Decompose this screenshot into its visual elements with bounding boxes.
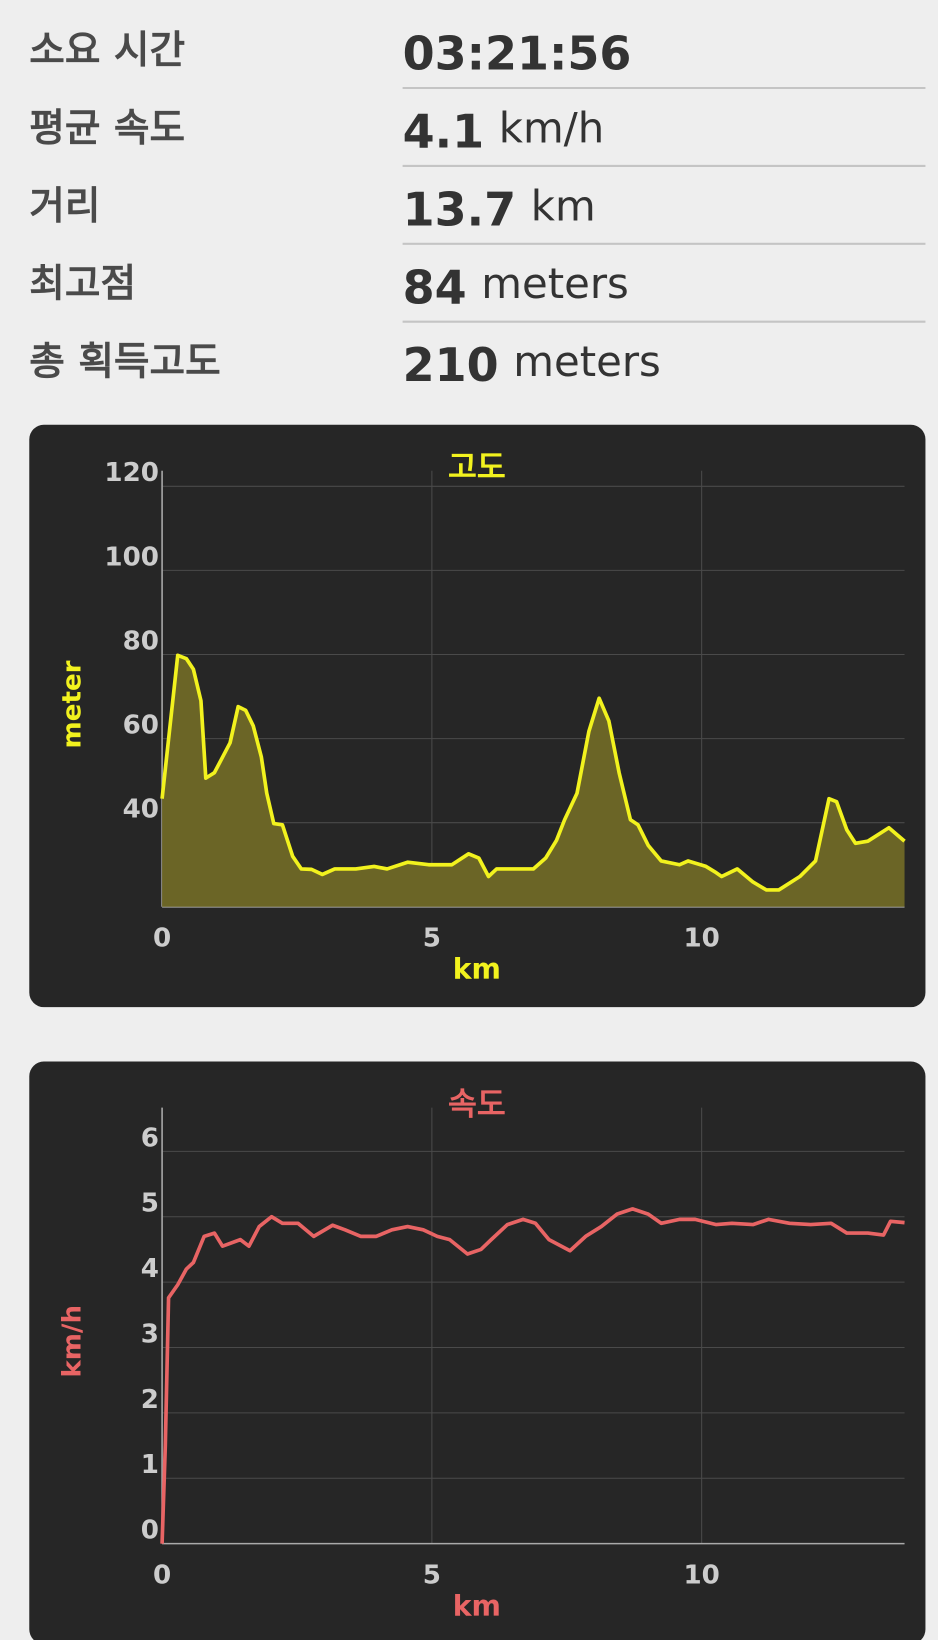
y-tick-label: 40 xyxy=(123,795,159,825)
x-tick-label: 0 xyxy=(153,924,171,954)
y-tick-label: 3 xyxy=(141,1319,159,1349)
chart: 40 60 80 100 120 0 5 10 고도 km meter xyxy=(29,424,926,1008)
x-tick-label: 5 xyxy=(423,924,441,954)
stat-value-row: 4.1 km/h xyxy=(403,103,605,158)
chart-panel xyxy=(29,424,926,1008)
x-axis-label: km xyxy=(453,1589,501,1622)
stat-unit: meters xyxy=(481,259,629,308)
line xyxy=(160,1207,905,1544)
stats: 소요 시간 03:21:56 평균 속도 4.1 km/h 거리 13.7 km 최고점 84 me… xyxy=(29,26,926,392)
stat-value-row: 210 meters xyxy=(403,337,661,392)
y-tick-label: 80 xyxy=(123,626,159,656)
stat-unit: km/h xyxy=(499,103,605,152)
stat-value: 84 xyxy=(403,260,467,314)
stat-unit: km xyxy=(531,181,596,230)
y-tick-label: 2 xyxy=(141,1385,159,1415)
stat-value: 13.7 xyxy=(403,182,517,236)
x-tick-label: 10 xyxy=(683,924,719,954)
stat-value: 4.1 xyxy=(403,104,485,158)
stat-label: 최고점 xyxy=(29,262,136,307)
area xyxy=(162,655,905,907)
y-tick-label: 6 xyxy=(141,1123,159,1153)
x-tick-label: 5 xyxy=(423,1561,441,1591)
y-tick-label: 5 xyxy=(141,1189,159,1219)
chart-title: 고도 xyxy=(448,450,506,486)
y-axis-label: meter xyxy=(58,660,88,748)
stat-label: 소요 시간 xyxy=(29,28,185,73)
chart-title: 속도 xyxy=(448,1086,506,1122)
stat-label: 거리 xyxy=(29,184,100,229)
stat-value: 210 xyxy=(403,338,499,392)
y-tick-label: 120 xyxy=(104,458,159,488)
line xyxy=(160,653,906,892)
y-tick-label: 60 xyxy=(123,711,159,741)
stat-unit: meters xyxy=(513,337,661,386)
stat-value-row: 84 meters xyxy=(403,259,629,314)
y-tick-label: 0 xyxy=(141,1516,159,1546)
x-axis-label: km xyxy=(453,953,501,986)
stat-value: 03:21:56 xyxy=(403,26,632,80)
y-tick-label: 4 xyxy=(141,1254,159,1284)
stat-label: 총 획득고도 xyxy=(29,340,220,385)
x-tick-label: 0 xyxy=(153,1561,171,1591)
chart: 0 1 2 3 4 5 6 0 5 10 속도 km km/h xyxy=(29,1061,926,1640)
stat-label: 평균 속도 xyxy=(29,106,185,151)
y-tick-label: 100 xyxy=(104,542,159,572)
y-axis-label: km/h xyxy=(58,1305,88,1378)
chart-panel xyxy=(29,1061,926,1640)
stat-value-row: 03:21:56 xyxy=(403,26,632,80)
stat-value-row: 13.7 km xyxy=(403,181,596,236)
x-tick-label: 10 xyxy=(683,1561,719,1591)
y-tick-label: 1 xyxy=(141,1450,159,1480)
